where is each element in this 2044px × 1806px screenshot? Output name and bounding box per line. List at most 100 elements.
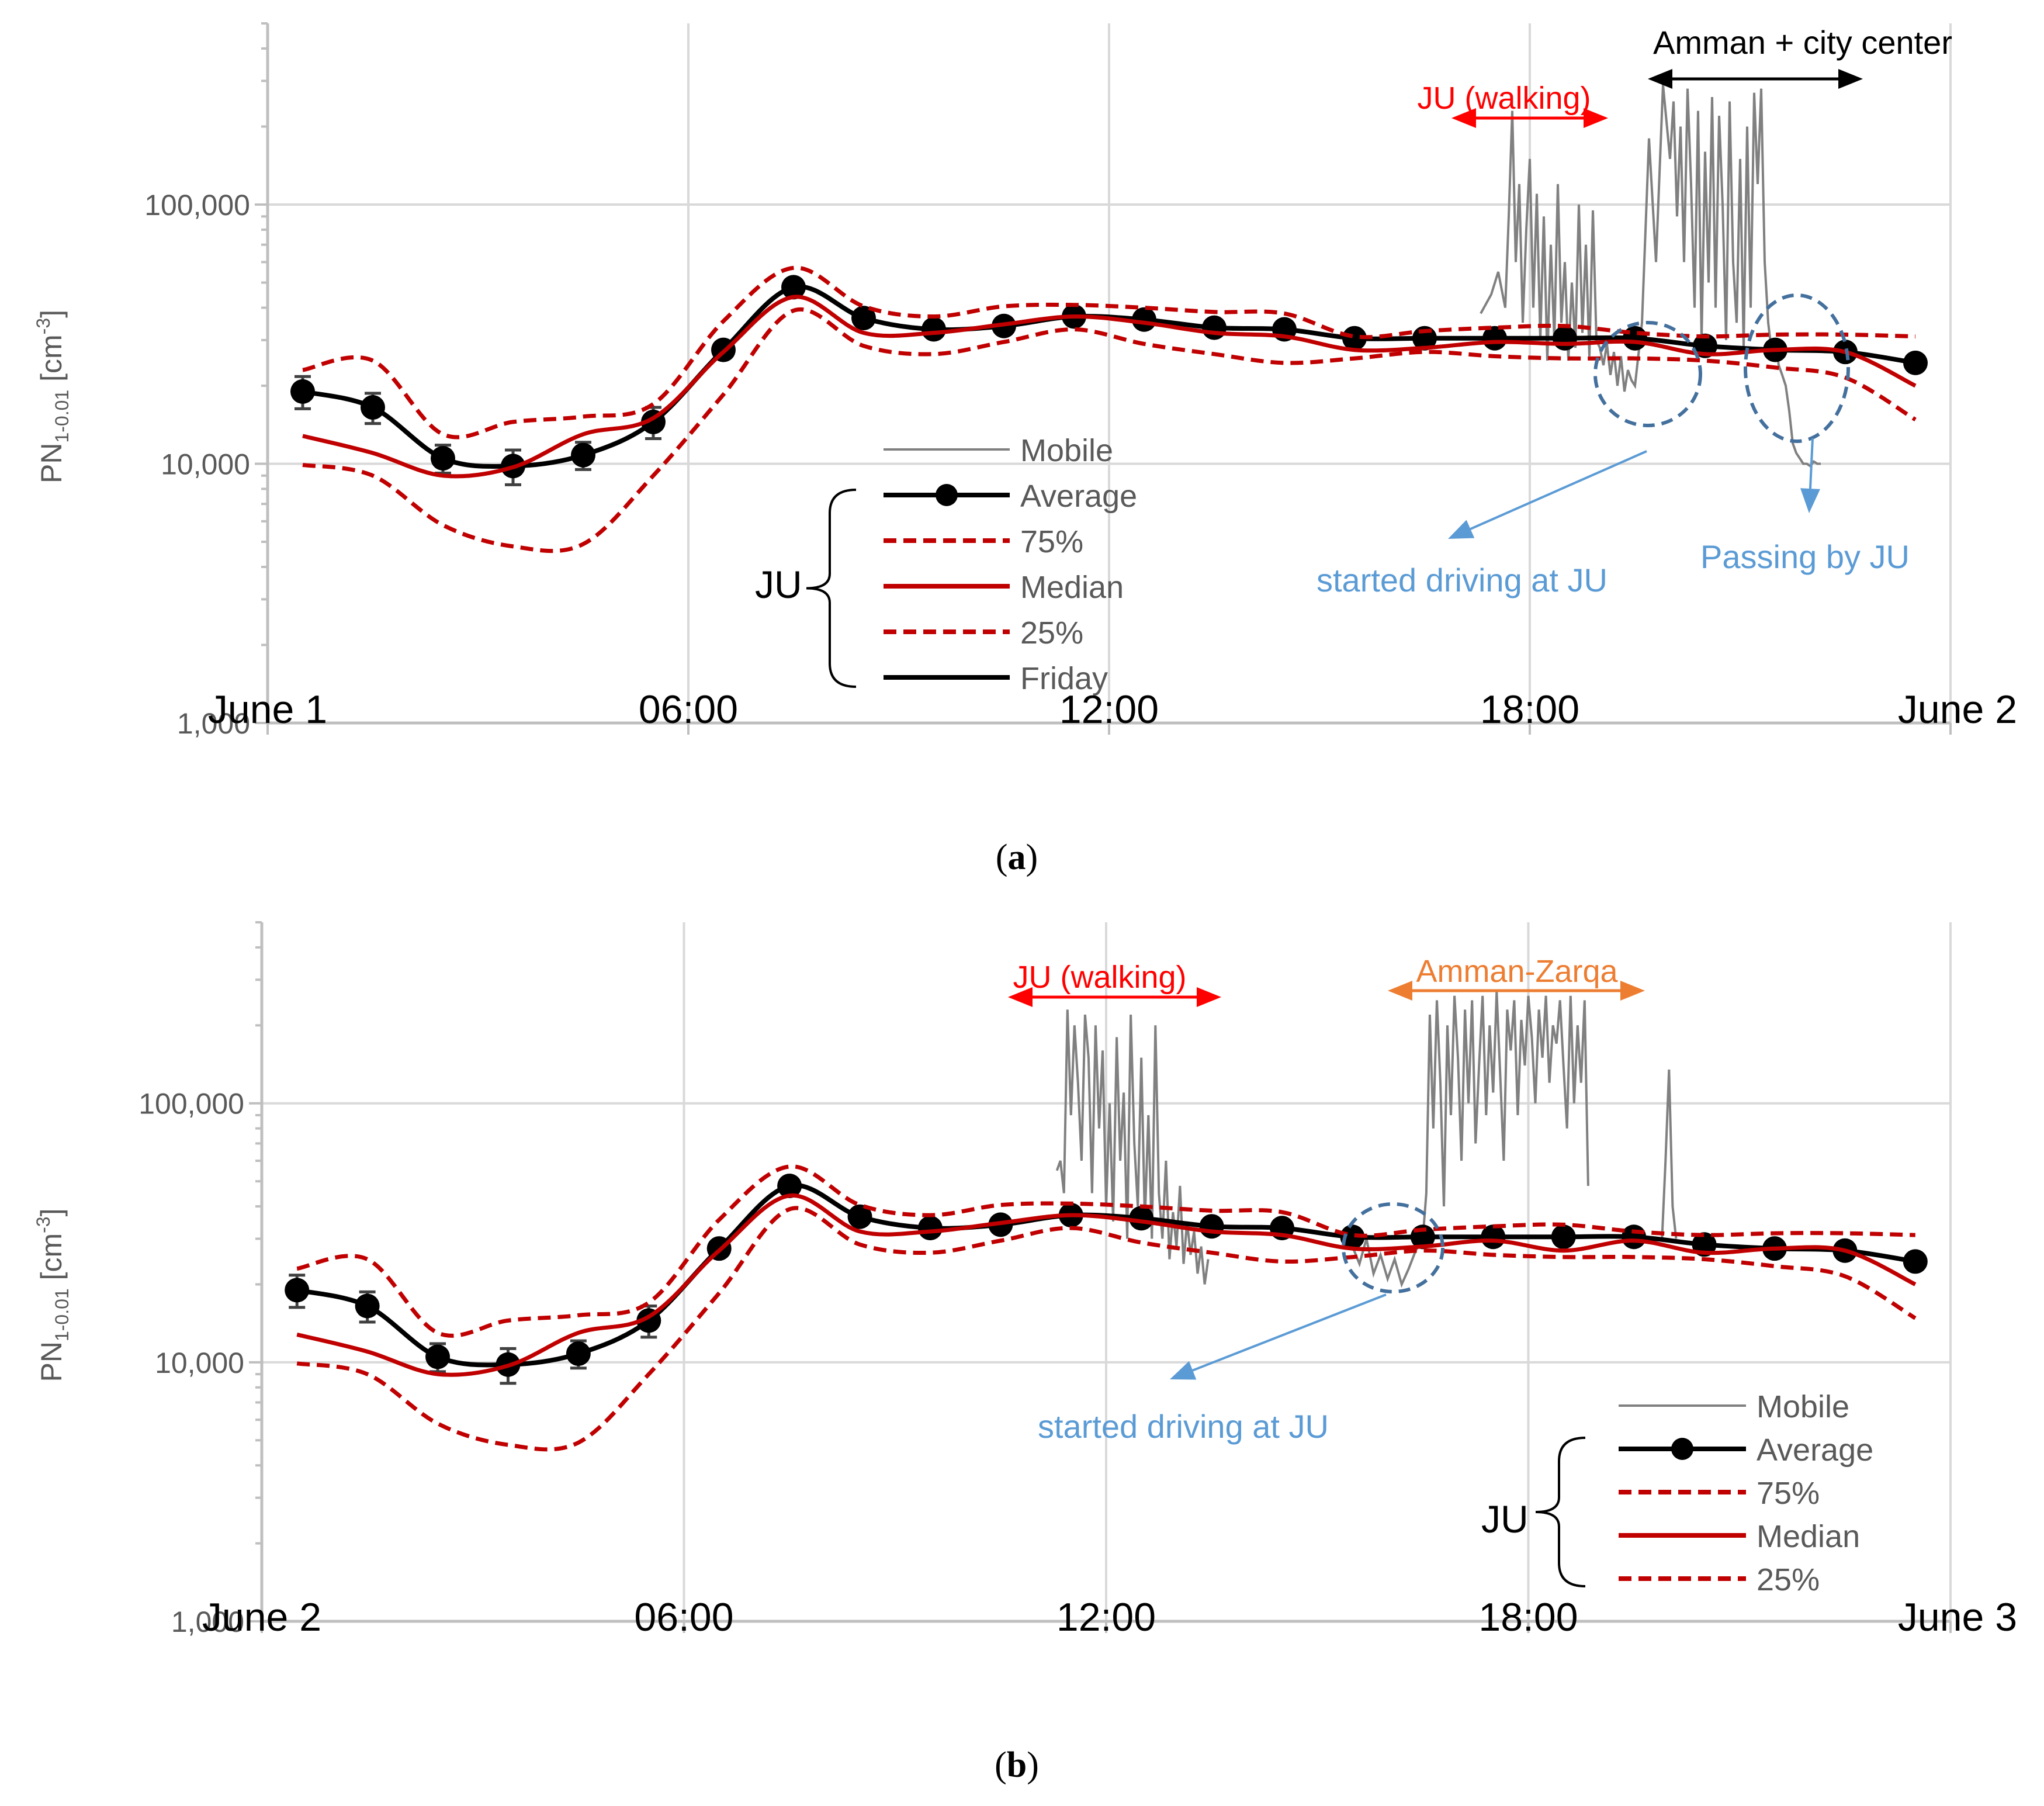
average-point <box>431 446 455 471</box>
y-axis-title: PN1-0.01 [cm-3] <box>33 310 72 483</box>
average-point <box>921 317 946 342</box>
panel-label-close: ) <box>1026 838 1038 877</box>
annotation-passing-by: Passing by JU <box>1700 538 1910 575</box>
x-tick-label: 06:00 <box>639 687 738 732</box>
series-line-p75 <box>302 265 1916 440</box>
annotation-walking-arrow-head-left <box>1451 108 1476 128</box>
y-axis-title-units: [cm <box>35 334 68 389</box>
annotation-walking-arrow-head-right <box>1197 987 1221 1007</box>
legend-label: Mobile <box>1020 433 1113 468</box>
panel-label-close: ) <box>1027 1745 1039 1785</box>
panel-label-letter: a <box>1008 838 1026 877</box>
y-axis-title-subscript: 1-0.01 <box>51 390 72 443</box>
annotation-passing-pointer <box>1809 438 1814 489</box>
average-point <box>1551 1224 1576 1250</box>
legend-brace <box>1535 1437 1586 1587</box>
average-point <box>1199 1214 1224 1239</box>
x-tick-label: 18:00 <box>1478 1595 1578 1639</box>
panel-label: (b) <box>995 1745 1039 1785</box>
y-tick-label: 1,000 <box>171 1606 244 1638</box>
legend-label: Median <box>1020 570 1124 605</box>
series-line-p75 <box>296 1164 1915 1338</box>
y-axis-title-subscript: 1-0.01 <box>51 1288 72 1341</box>
legend-marker <box>936 484 958 506</box>
average-point <box>425 1344 451 1369</box>
legend-label: 75% <box>1757 1476 1820 1511</box>
average-point <box>355 1293 380 1319</box>
annotation-started-driving: started driving at JU <box>1038 1408 1329 1445</box>
panel-label-open: ( <box>995 1745 1007 1785</box>
average-point <box>1623 326 1647 351</box>
average-point <box>1903 350 1928 375</box>
average-point <box>851 306 876 331</box>
x-tick-label: June 2 <box>1898 687 2017 732</box>
legend-label: 75% <box>1020 524 1083 559</box>
x-tick-label: 12:00 <box>1059 687 1159 732</box>
average-point <box>917 1216 943 1241</box>
annotation-circle-passing <box>1744 293 1850 443</box>
x-tick-label: 18:00 <box>1480 687 1579 732</box>
average-point <box>1482 326 1507 351</box>
y-tick-label: 10,000 <box>155 1347 244 1379</box>
panel-label: (a) <box>996 838 1038 877</box>
panel-label-open: ( <box>996 838 1008 877</box>
series-line-median <box>296 1193 1917 1377</box>
annotation-started-pointer-head <box>1448 520 1475 539</box>
average-point <box>571 442 595 468</box>
annotation-passing-pointer-head <box>1800 488 1820 513</box>
legend-label: 25% <box>1020 615 1083 651</box>
legend-label: Average <box>1757 1433 1873 1468</box>
annotation-walking-arrow-head-left <box>1008 987 1033 1007</box>
legend-marker <box>1671 1438 1693 1460</box>
annotation-amman-arrow-head-right <box>1838 69 1863 89</box>
average-point <box>1622 1224 1647 1250</box>
legend: Mobile Average 75% Median 25% Friday JU <box>755 433 1137 696</box>
annotation-amman-zarqa-arrow-head-left <box>1388 981 1412 1001</box>
legend-label: Mobile <box>1757 1389 1849 1424</box>
annotation-amman-zarqa: Amman-Zarqa <box>1416 954 1618 989</box>
average-point <box>1202 315 1227 340</box>
annotation-circle-started <box>1593 321 1702 427</box>
annotation-amman-arrow-head-left <box>1648 69 1672 89</box>
y-tick-label: 10,000 <box>161 448 250 480</box>
average-point <box>847 1204 872 1229</box>
average-point <box>290 379 315 404</box>
annotation-circle-started <box>1342 1202 1444 1293</box>
y-axis-title: PN1-0.01 [cm-3] <box>33 1209 72 1382</box>
average-point <box>285 1278 310 1303</box>
average-point <box>1129 1206 1154 1231</box>
y-axis-title-units: [cm <box>35 1233 68 1288</box>
legend-brace <box>806 489 857 688</box>
panel-label-letter: b <box>1007 1745 1027 1785</box>
annotation-started-pointer-head <box>1170 1361 1197 1380</box>
average-point <box>566 1341 591 1366</box>
legend-label: Average <box>1020 479 1137 514</box>
x-tick-label: 12:00 <box>1056 1595 1156 1639</box>
legend-label: 25% <box>1757 1562 1820 1597</box>
annotation-amman-city-center: Amman + city center <box>1653 24 1952 61</box>
y-axis-title-superscript: -3 <box>33 318 54 334</box>
average-point <box>1342 326 1367 351</box>
y-axis-title-close: ] <box>35 1209 68 1217</box>
y-axis-title-main: PN <box>35 443 68 483</box>
series-line-median <box>302 295 1917 479</box>
legend-group-label: JU <box>1481 1497 1529 1541</box>
y-tick-label: 1,000 <box>177 707 250 740</box>
chart-panel-a: 1,000 10,000 100,000 June 1 06:00 12:00 18:00 J… <box>33 22 2017 877</box>
x-tick-label: June 3 <box>1898 1595 2017 1639</box>
legend-group-label: JU <box>755 563 802 606</box>
average-point <box>777 1173 802 1198</box>
y-axis-title-superscript: -3 <box>33 1216 54 1233</box>
legend-label: Median <box>1757 1519 1860 1554</box>
average-point <box>1553 326 1577 351</box>
x-tick-label: June 1 <box>208 687 327 732</box>
annotation-amman-zarqa-arrow-head-right <box>1620 981 1645 1001</box>
chart-panel-b: 1,000 10,000 100,000 June 2 06:00 12:00 18:00 J… <box>33 921 2017 1785</box>
series-line-p25 <box>302 307 1917 553</box>
mobile-series-line <box>1661 1069 1678 1239</box>
average-point <box>361 395 385 420</box>
average-point <box>1340 1224 1365 1250</box>
legend-label: Friday <box>1020 661 1108 696</box>
annotation-started-pointer <box>1192 1293 1387 1372</box>
